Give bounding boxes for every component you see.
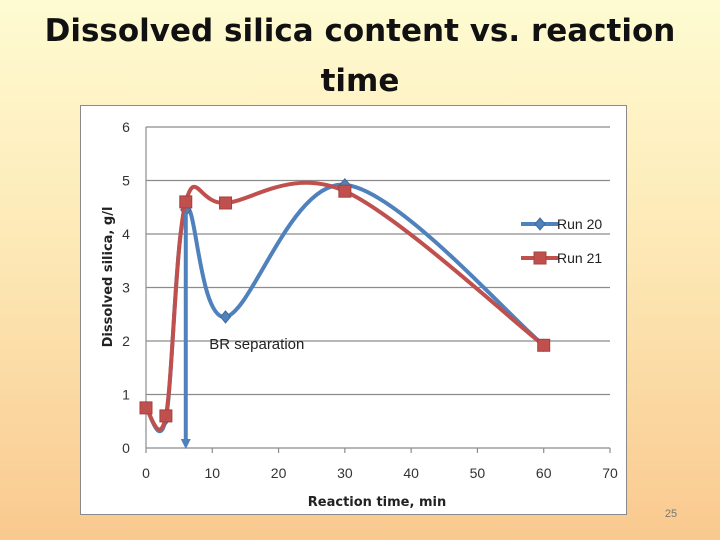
legend-label: Run 21 — [557, 250, 602, 266]
y-tick-label: 0 — [122, 440, 130, 456]
x-tick-label: 0 — [142, 465, 150, 481]
data-point — [219, 196, 233, 210]
annotation-label: BR separation — [209, 336, 304, 353]
annotation-layer: BR separation — [180, 212, 304, 449]
y-axis-title: Dissolved silica, g/l — [101, 207, 116, 348]
annotation-arrowhead — [180, 439, 191, 449]
grid-layer — [145, 126, 611, 453]
data-point — [219, 310, 232, 324]
series-layer — [139, 177, 551, 433]
y-tick-label: 2 — [122, 333, 130, 349]
legend-marker — [533, 251, 547, 265]
y-tick-label: 5 — [122, 173, 130, 189]
data-point — [537, 338, 551, 352]
data-point — [159, 409, 173, 423]
data-point — [139, 401, 153, 415]
y-tick-label: 4 — [122, 226, 130, 242]
x-tick-label: 10 — [204, 465, 220, 481]
y-tick-label: 1 — [122, 387, 130, 403]
legend-item: Run 21 — [521, 250, 602, 266]
y-tick-label: 6 — [122, 119, 130, 135]
data-point — [338, 184, 352, 198]
x-tick-label: 20 — [271, 465, 287, 481]
legend-label: Run 20 — [557, 216, 602, 232]
x-tick-label: 60 — [536, 465, 552, 481]
chart-container: BR separation 0 1 2 3 4 5 6 0 10 20 30 40 50 60 70 Run… — [80, 105, 627, 515]
x-tick-label: 40 — [403, 465, 419, 481]
series-line — [144, 180, 545, 432]
series-run-21 — [139, 180, 551, 432]
x-tick-label: 50 — [470, 465, 486, 481]
x-tick-label: 70 — [602, 465, 618, 481]
y-tick-label: 3 — [122, 280, 130, 296]
x-tick-label: 30 — [337, 465, 353, 481]
series-run-20 — [140, 177, 550, 433]
data-point — [179, 195, 193, 209]
x-axis-title: Reaction time, min — [308, 495, 446, 510]
slide-title: Dissolved silica content vs. reaction ti… — [44, 13, 676, 99]
legend: Run 20 Run 21 — [521, 216, 602, 266]
page-number: 25 — [664, 508, 678, 520]
legend-marker — [534, 217, 546, 231]
legend-item: Run 20 — [521, 216, 602, 232]
